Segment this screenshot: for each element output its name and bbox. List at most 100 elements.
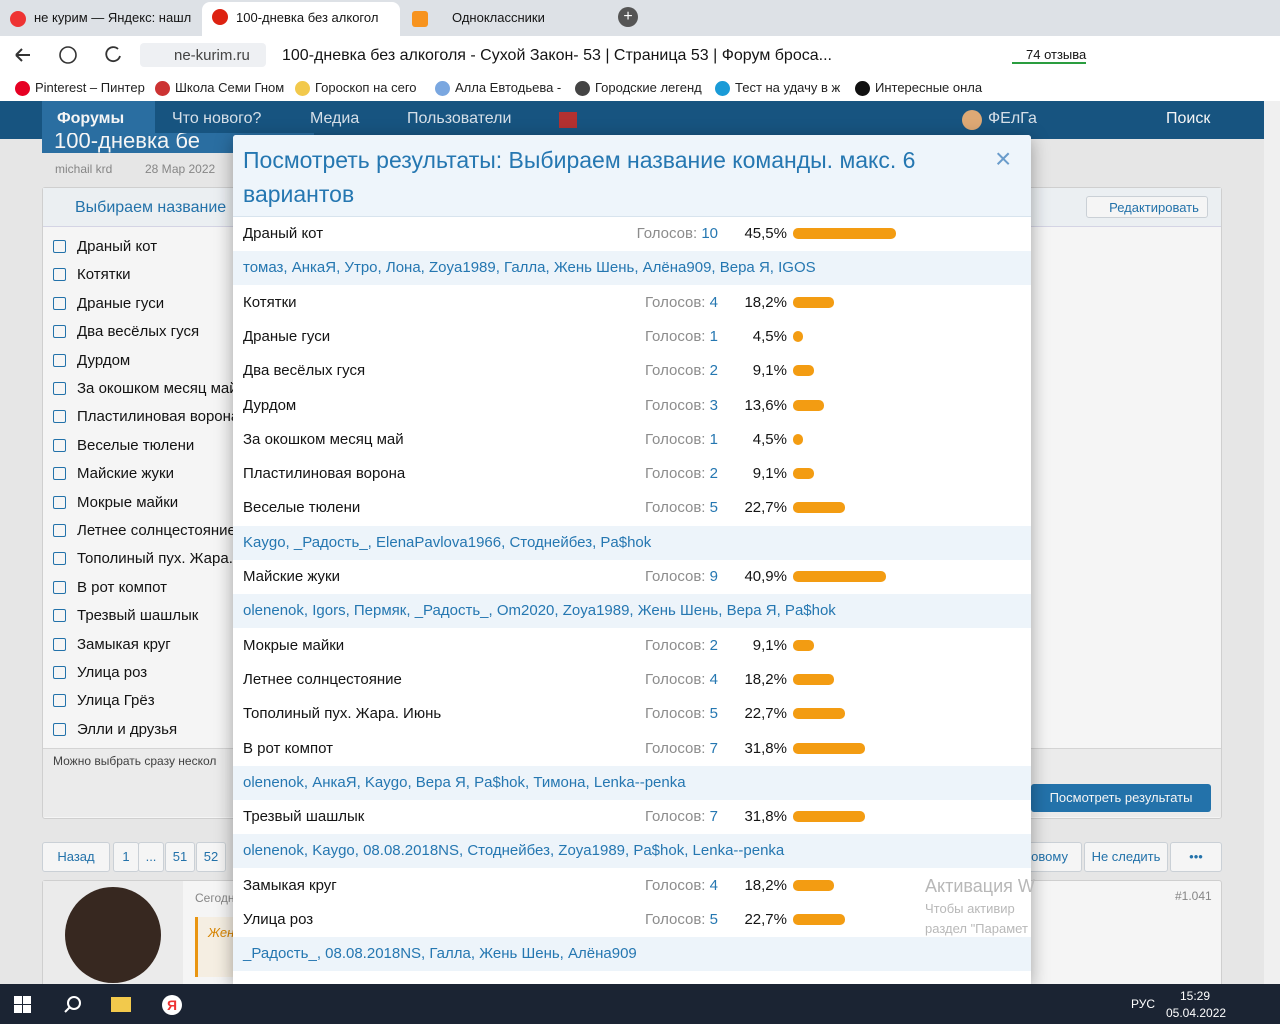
poll-option[interactable]: Дурдом — [53, 352, 130, 369]
results-button[interactable]: Посмотреть результаты — [1031, 784, 1211, 812]
poll-option[interactable]: Трезвый шашлык — [53, 607, 198, 624]
bookmark[interactable]: Алла Евтодьева - — [435, 80, 562, 96]
percent: 45,5% — [744, 225, 787, 242]
voters[interactable]: olenenok, Kaygo, 08.08.2018NS, Стоднейбе… — [243, 842, 785, 860]
tab[interactable]: Одноклассники — [402, 4, 598, 32]
poll-option[interactable]: Улица Грёз — [53, 692, 155, 709]
votes-count[interactable]: 1 — [709, 430, 718, 448]
votes-count[interactable]: 5 — [709, 911, 718, 928]
post-number[interactable]: #1.041 — [1175, 889, 1212, 903]
voters[interactable]: olenenok, Igors, Пермяк, _Радость_, Om20… — [243, 602, 836, 620]
voters-row: Kaygo, _Радость_, ElenaPavlova1966, Стод… — [233, 525, 1031, 560]
option-label: Майские жуки — [77, 465, 174, 483]
poll-option[interactable]: Пластилиновая ворона — [53, 408, 239, 425]
option-name: Мокрые майки — [243, 636, 345, 654]
poll-option[interactable]: За окошком месяц май — [53, 380, 238, 397]
nav-icon[interactable] — [559, 112, 577, 128]
prev-page[interactable]: Назад — [42, 842, 110, 872]
clock-date[interactable]: 05.04.2022 — [1166, 1006, 1227, 1020]
votes-count[interactable]: 2 — [709, 636, 718, 654]
page-link[interactable]: ... — [138, 842, 164, 872]
votes-count[interactable]: 2 — [709, 465, 718, 483]
bookmark[interactable]: Pinterest – Пинтер — [15, 80, 145, 96]
tab[interactable]: не курим — Яндекс: нашл — [0, 4, 200, 32]
poll-option[interactable]: Два весёлых гуся — [53, 323, 199, 340]
votes-count[interactable]: 4 — [709, 293, 718, 311]
poll-option[interactable]: Мокрые майки — [53, 494, 178, 511]
url-box[interactable]: ne-kurim.ru — [140, 43, 266, 67]
option-label: За окошком месяц май — [77, 380, 238, 397]
close-button[interactable]: × — [995, 143, 1012, 174]
nav-active[interactable] — [42, 101, 155, 139]
poll-option[interactable]: Драные гуси — [53, 295, 164, 312]
bookmark-text: Алла Евтодьева - — [455, 80, 562, 95]
bookmark[interactable]: Тест на удачу в ж — [715, 80, 840, 96]
votes-count[interactable]: 4 — [709, 670, 718, 688]
unwatch-button[interactable]: Не следить — [1084, 842, 1168, 872]
voters[interactable]: _Радость_, 08.08.2018NS, Галла, Жень Шен… — [243, 945, 637, 963]
poll-option[interactable]: Элли и друзья — [53, 721, 177, 738]
percent: 13,6% — [744, 396, 787, 414]
poll-title: Выбираем название — [75, 199, 227, 216]
percent-bar — [793, 228, 897, 239]
votes-count[interactable]: 2 — [709, 362, 718, 380]
option-name: Котятки — [243, 293, 297, 311]
nav-item[interactable]: Что нового? — [172, 110, 262, 127]
bookmark-icon — [155, 81, 170, 96]
scrollbar[interactable] — [1264, 101, 1280, 984]
votes-count[interactable]: 4 — [709, 876, 718, 894]
nav-item[interactable]: Пользователи — [407, 110, 512, 127]
nav-buttons[interactable] — [10, 44, 130, 66]
thread-author[interactable]: michail krd — [55, 162, 113, 176]
bookmark[interactable]: Городские легенд — [575, 80, 702, 96]
bookmark-icon — [575, 81, 590, 96]
poll-option[interactable]: В рот компот — [53, 579, 167, 596]
result-row: Мокрые майки Голосов: 2 9,1% — [233, 629, 1031, 663]
votes-count[interactable]: 1 — [709, 327, 718, 345]
language[interactable]: РУС — [1131, 997, 1156, 1011]
voters-row: olenenok, АнкаЯ, Kaygo, Вера Я, Pa$hok, … — [233, 765, 1031, 800]
poll-option[interactable]: Замыкая круг — [53, 636, 171, 653]
page-link[interactable]: 51 — [165, 842, 195, 872]
votes-count[interactable]: 5 — [709, 499, 718, 517]
nav-item[interactable]: Форумы — [57, 110, 125, 127]
poll-option[interactable]: Веселые тюлени — [53, 437, 194, 454]
percent: 9,1% — [752, 465, 787, 483]
tab-active[interactable]: 100-дневка без алкогол — [202, 2, 400, 36]
page-link[interactable]: 1 — [113, 842, 139, 872]
tab-bar: не курим — Яндекс: нашл 100-дневка без а… — [0, 0, 1280, 36]
voters[interactable]: Kaygo, _Радость_, ElenaPavlova1966, Стод… — [243, 533, 652, 551]
votes-count[interactable]: 3 — [709, 396, 718, 414]
votes-count[interactable]: 7 — [709, 808, 718, 826]
more-button[interactable]: ••• — [1170, 842, 1222, 872]
edit-button[interactable]: Редактировать — [1086, 196, 1208, 218]
taskbar-icons[interactable]: Я — [14, 995, 184, 1015]
reviews[interactable]: 74 отзыва — [1012, 47, 1087, 64]
option-name: Тополиный пух. Жара. Июнь — [243, 705, 442, 723]
poll-option[interactable]: Тополиный пух. Жара. Июнь — [53, 550, 275, 567]
votes-count[interactable]: 5 — [709, 705, 718, 723]
votes-count[interactable]: 10 — [701, 225, 718, 242]
page-link[interactable]: 52 — [196, 842, 226, 872]
votes-count[interactable]: 7 — [709, 739, 718, 757]
new-tab-button[interactable]: + — [618, 7, 638, 27]
poll-option[interactable]: Майские жуки — [53, 465, 174, 482]
votes-count[interactable]: 9 — [709, 568, 718, 585]
poll-option[interactable]: Котятки — [53, 266, 131, 283]
votes-label: Голосов: — [644, 362, 706, 380]
poll-option[interactable]: Улица роз — [53, 664, 147, 681]
bookmark[interactable]: Гороскоп на сего — [295, 80, 417, 96]
result-row: Драные гуси Голосов: 1 4,5% — [233, 320, 1031, 354]
bookmark-icon — [435, 81, 450, 96]
watermark: раздел "Парамет — [925, 921, 1028, 936]
poll-option[interactable]: Летнее солнцестояние — [53, 522, 236, 539]
user-name[interactable]: ФЕлГа — [988, 110, 1037, 127]
voters[interactable]: томаз, АнкаЯ, Утро, Лона, Zoya1989, Галл… — [243, 259, 816, 277]
clock-time[interactable]: 15:29 — [1180, 989, 1211, 1003]
poll-option[interactable]: Драный кот — [53, 238, 157, 255]
bookmark[interactable]: Школа Семи Гном — [155, 80, 284, 96]
nav-item[interactable]: Медиа — [310, 110, 360, 127]
voters[interactable]: olenenok, АнкаЯ, Kaygo, Вера Я, Pa$hok, … — [243, 773, 686, 791]
bookmark[interactable]: Интересные онла — [855, 80, 982, 96]
search[interactable]: Поиск — [1166, 110, 1211, 127]
